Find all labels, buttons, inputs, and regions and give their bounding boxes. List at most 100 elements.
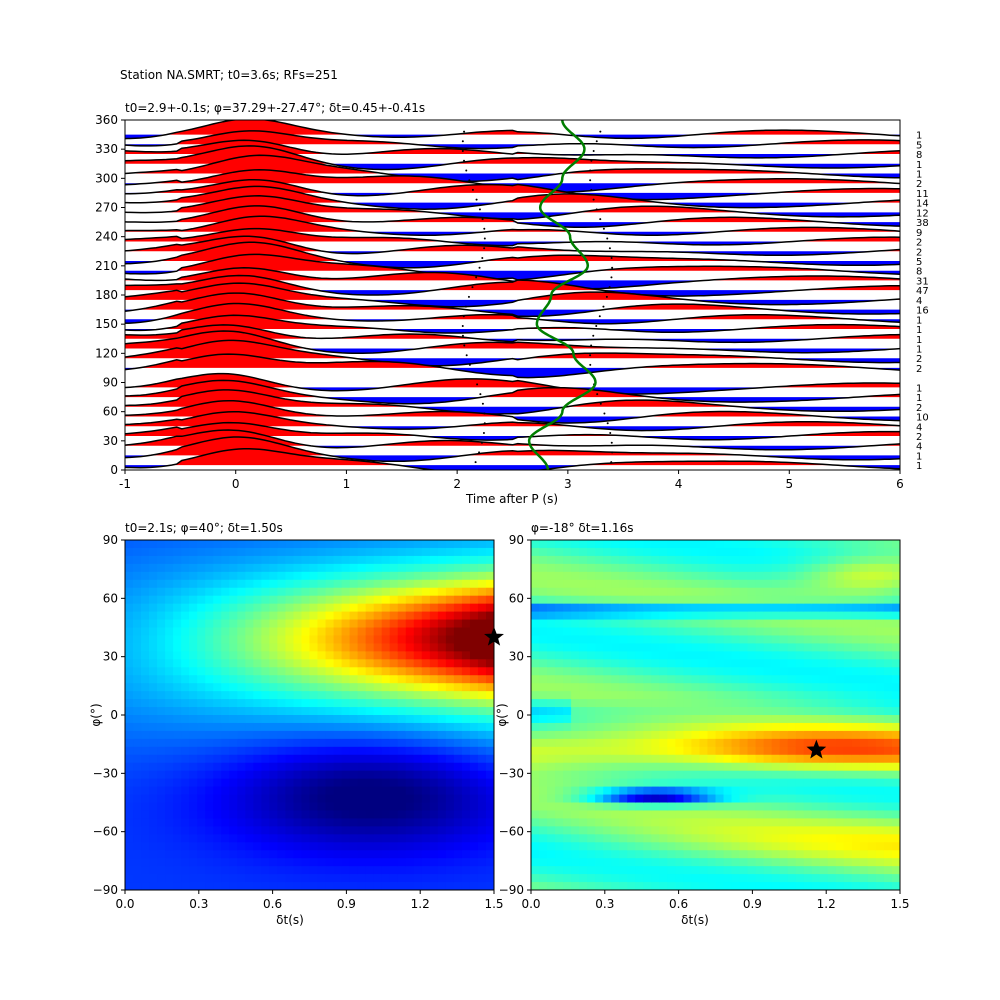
heatmap-1-cell <box>229 794 238 804</box>
heatmap-2-cell <box>827 730 837 740</box>
rf-trace-pick-dot <box>480 441 483 444</box>
heatmap-1-cell <box>181 627 190 637</box>
heatmap-1-cell <box>469 540 479 549</box>
heatmap-2-cell <box>715 667 725 676</box>
heatmap-1-cell <box>301 794 311 804</box>
heatmap-1-cell <box>173 802 182 812</box>
heatmap-2-cell <box>539 866 548 875</box>
heatmap-1-cell <box>141 563 150 573</box>
heatmap-2-cell <box>771 834 781 843</box>
heatmap-2-cell <box>611 818 620 827</box>
heatmap-1-cell <box>197 603 206 613</box>
heatmap-2-cell <box>811 882 821 890</box>
heatmap-1-cell <box>181 659 190 668</box>
heatmap-2-cell <box>755 611 765 621</box>
heatmap-2-cell <box>659 555 668 565</box>
heatmap-1-cell <box>349 587 359 597</box>
heatmap-2-cell <box>843 540 853 549</box>
heatmap-2-cell <box>587 627 596 637</box>
heatmap-2-cell <box>643 547 652 557</box>
heatmap-2-cell <box>579 547 588 557</box>
rf-trace-line <box>125 372 900 395</box>
heatmap-1-cell <box>461 722 471 732</box>
heatmap-1-cell <box>229 659 238 668</box>
heatmap-2-cell <box>891 715 900 724</box>
heatmap-2-cell <box>619 754 628 764</box>
heatmap-2-cell <box>579 866 588 875</box>
heatmap-2-cell <box>707 659 717 668</box>
heatmap-2-cell <box>603 722 612 732</box>
heatmap-2-cell <box>803 842 813 851</box>
heatmap-2-cell <box>683 866 693 875</box>
heatmap-2-cell <box>531 794 540 804</box>
heatmap-1-cell <box>437 683 447 692</box>
heatmap-1-cell <box>149 571 158 581</box>
heatmap-2-cell <box>755 810 765 819</box>
heatmap-2-cell <box>707 738 717 748</box>
heatmap-2-cell <box>571 699 580 708</box>
heatmap-2-cell <box>595 587 604 597</box>
heatmap-2-cell <box>707 778 717 788</box>
heatmap-2-cell <box>883 579 893 589</box>
heatmap-2-cell <box>835 579 845 589</box>
heatmap-2-cell <box>691 540 701 549</box>
heatmap-2-cell <box>707 770 717 780</box>
heatmap-1-cell <box>333 611 343 621</box>
heatmap-2-cell <box>787 659 797 668</box>
heatmap-2-cell <box>875 826 885 835</box>
heatmap-1-cell <box>373 699 383 708</box>
heatmap-1-cell <box>381 715 391 724</box>
heatmap-2-cell <box>747 595 757 605</box>
heatmap-1-cell <box>165 579 174 589</box>
heatmap-1-cell <box>389 722 399 732</box>
heatmap-1-cell <box>269 738 279 748</box>
heatmap-2-cell <box>683 786 693 796</box>
heatmap-2-cell <box>651 691 660 700</box>
heatmap-2-cell <box>555 778 564 788</box>
heatmap-2-cell <box>571 555 580 565</box>
heatmap-1-cell <box>133 874 142 883</box>
heatmap-2-cell <box>803 587 813 597</box>
rf-trace-line <box>125 205 900 228</box>
heatmap-2-cell <box>867 547 877 557</box>
heatmap-1-cell <box>349 667 359 676</box>
rf-trace-negative-fill <box>125 192 900 200</box>
heatmap-1-cell <box>293 540 303 549</box>
heatmap-2-cell <box>643 667 652 676</box>
heatmap-2-cell <box>731 563 741 573</box>
heatmap-2-cell <box>763 691 773 700</box>
heatmap-2-cell <box>603 858 612 867</box>
heatmap-1-cell <box>269 555 279 565</box>
heatmap-2-cell <box>715 619 725 629</box>
heatmap-2-cell <box>611 587 620 597</box>
heatmap-1-cell <box>429 866 439 875</box>
rf-trace-pick-dot <box>471 188 474 191</box>
heatmap-2-cell <box>539 571 548 581</box>
heatmap-1-cell <box>165 818 174 827</box>
heatmap-2-cell <box>883 619 893 629</box>
heatmap-2-cell <box>827 579 837 589</box>
heatmap-1-cell <box>381 651 391 660</box>
heatmap-2-cell <box>627 627 636 637</box>
heatmap-1-y-tick-label: −90 <box>93 883 118 897</box>
heatmap-2-cell <box>771 715 781 724</box>
heatmap-2-cell <box>715 627 725 637</box>
heatmap-2-cell <box>819 826 829 835</box>
rf-trace-pick-dot <box>464 305 467 308</box>
heatmap-1-cell <box>309 754 319 764</box>
heatmap-2-cell <box>619 540 628 549</box>
heatmap-1-cell <box>405 595 415 605</box>
rf-trace-pick-dot <box>474 461 477 464</box>
heatmap-1-cell <box>149 842 158 851</box>
heatmap-1-cell <box>237 595 246 605</box>
heatmap-2-cell <box>707 802 717 812</box>
heatmap-2-cell <box>883 715 893 724</box>
heatmap-1-cell <box>421 754 431 764</box>
heatmap-2-cell <box>859 547 869 557</box>
heatmap-2-cell <box>819 818 829 827</box>
heatmap-2-cell <box>779 715 789 724</box>
heatmap-1-cell <box>349 770 359 780</box>
heatmap-1-cell <box>157 746 166 756</box>
heatmap-1-cell <box>293 810 303 819</box>
